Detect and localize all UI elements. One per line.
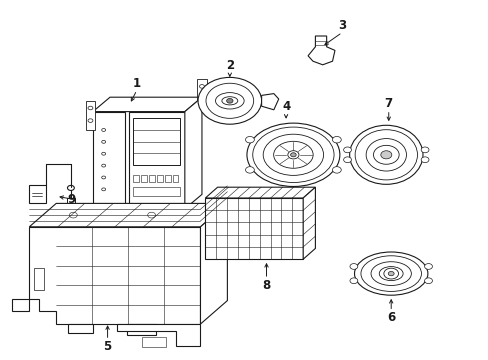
Polygon shape bbox=[29, 203, 227, 227]
Bar bbox=[164, 175, 170, 181]
Text: 9: 9 bbox=[67, 193, 76, 206]
Ellipse shape bbox=[273, 141, 312, 168]
Circle shape bbox=[343, 147, 351, 153]
Bar bbox=[85, 101, 95, 130]
Bar bbox=[172, 175, 178, 181]
Circle shape bbox=[147, 212, 155, 218]
Bar bbox=[133, 175, 139, 181]
Polygon shape bbox=[184, 97, 202, 209]
Text: 2: 2 bbox=[225, 59, 233, 72]
Text: 1: 1 bbox=[133, 77, 141, 90]
Circle shape bbox=[102, 152, 105, 155]
Ellipse shape bbox=[370, 262, 410, 285]
Polygon shape bbox=[12, 299, 29, 311]
Ellipse shape bbox=[222, 97, 237, 105]
Circle shape bbox=[102, 188, 105, 191]
Circle shape bbox=[245, 136, 254, 143]
Text: 8: 8 bbox=[262, 279, 270, 292]
Polygon shape bbox=[93, 112, 124, 209]
Circle shape bbox=[332, 136, 341, 143]
Circle shape bbox=[343, 157, 351, 163]
Bar bbox=[197, 79, 206, 101]
Bar bbox=[67, 198, 75, 203]
Circle shape bbox=[199, 85, 204, 88]
Ellipse shape bbox=[205, 83, 253, 118]
Circle shape bbox=[424, 278, 431, 284]
Polygon shape bbox=[93, 97, 202, 112]
Text: 5: 5 bbox=[103, 340, 111, 353]
Polygon shape bbox=[261, 94, 278, 110]
Circle shape bbox=[420, 157, 428, 163]
Circle shape bbox=[88, 106, 93, 110]
Ellipse shape bbox=[366, 139, 406, 171]
Circle shape bbox=[67, 185, 74, 190]
Bar bbox=[149, 175, 155, 181]
Circle shape bbox=[349, 264, 357, 269]
Circle shape bbox=[387, 271, 393, 276]
Ellipse shape bbox=[349, 125, 422, 184]
Text: 7: 7 bbox=[384, 97, 392, 110]
Polygon shape bbox=[200, 203, 227, 324]
Ellipse shape bbox=[354, 130, 417, 180]
Bar bbox=[133, 118, 180, 165]
Ellipse shape bbox=[198, 77, 261, 124]
Text: 4: 4 bbox=[282, 100, 289, 113]
Circle shape bbox=[380, 151, 391, 159]
Circle shape bbox=[102, 140, 105, 143]
Circle shape bbox=[373, 145, 398, 164]
Circle shape bbox=[349, 278, 357, 284]
Circle shape bbox=[102, 164, 105, 167]
Text: 6: 6 bbox=[386, 311, 394, 324]
Ellipse shape bbox=[215, 93, 244, 109]
Polygon shape bbox=[128, 112, 184, 209]
Circle shape bbox=[332, 167, 341, 173]
Bar bbox=[34, 269, 44, 290]
Circle shape bbox=[245, 167, 254, 173]
Circle shape bbox=[69, 212, 77, 218]
Ellipse shape bbox=[263, 134, 323, 175]
Circle shape bbox=[383, 268, 398, 279]
Ellipse shape bbox=[354, 252, 427, 295]
Bar bbox=[29, 185, 46, 203]
Bar bbox=[142, 337, 166, 347]
Circle shape bbox=[420, 147, 428, 153]
Circle shape bbox=[102, 129, 105, 131]
Bar bbox=[205, 198, 303, 259]
Ellipse shape bbox=[246, 123, 339, 186]
Circle shape bbox=[102, 176, 105, 179]
Polygon shape bbox=[29, 227, 200, 324]
Bar bbox=[133, 187, 180, 196]
Circle shape bbox=[290, 153, 296, 157]
Circle shape bbox=[424, 264, 431, 269]
Circle shape bbox=[88, 119, 93, 122]
Polygon shape bbox=[127, 324, 156, 335]
Ellipse shape bbox=[379, 266, 402, 281]
Circle shape bbox=[287, 151, 298, 159]
Polygon shape bbox=[117, 324, 200, 346]
Circle shape bbox=[226, 99, 232, 103]
Ellipse shape bbox=[252, 127, 333, 183]
Bar bbox=[141, 175, 147, 181]
Polygon shape bbox=[68, 324, 93, 333]
Bar bbox=[157, 175, 163, 181]
Text: 3: 3 bbox=[338, 19, 346, 32]
Polygon shape bbox=[307, 36, 334, 65]
Ellipse shape bbox=[360, 256, 421, 292]
Polygon shape bbox=[205, 187, 315, 198]
Polygon shape bbox=[303, 187, 315, 259]
